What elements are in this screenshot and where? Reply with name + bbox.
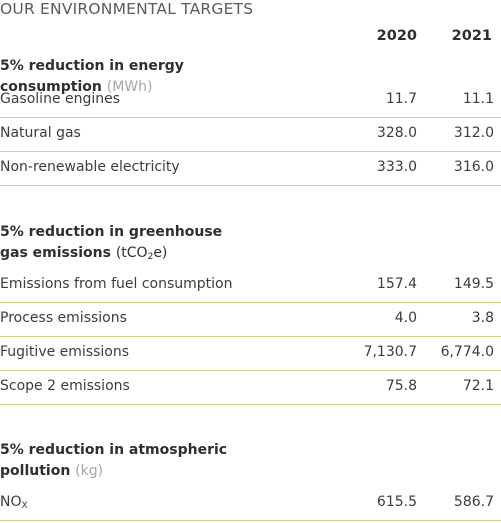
value-2021: 316.0 <box>453 159 494 175</box>
unit-suffix: e) <box>153 245 168 261</box>
section-heading-text: 5% reduction in energy consumption <box>0 58 184 95</box>
section-unit: (tCO2e) <box>115 245 168 262</box>
column-header-2020: 2020 <box>376 28 417 44</box>
value-2021: 72.1 <box>462 378 494 394</box>
column-header-2021: 2021 <box>451 28 492 44</box>
table-row: Non-renewable electricity 333.0 316.0 <box>0 152 501 186</box>
row-label: NOX <box>0 494 28 511</box>
value-2020: 333.0 <box>376 159 417 175</box>
row-label: Non-renewable electricity <box>0 159 180 175</box>
section-heading-energy: 5% reduction in energy consumption (MWh) <box>0 56 260 98</box>
value-2020: 7,130.7 <box>363 344 417 360</box>
value-2020: 157.4 <box>376 276 417 292</box>
table-row: Process emissions 4.0 3.8 <box>0 303 501 337</box>
row-label-text: NO <box>0 494 22 510</box>
value-2020: 75.8 <box>385 378 417 394</box>
row-label-subscript: X <box>21 501 28 511</box>
value-2021: 586.7 <box>453 494 494 510</box>
table-row: Gasoline engines 11.7 11.1 <box>0 84 501 118</box>
value-2021: 6,774.0 <box>440 344 494 360</box>
row-label: Emissions from fuel consumption <box>0 276 233 292</box>
section-heading-text: pollution <box>0 463 71 479</box>
value-2021: 149.5 <box>453 276 494 292</box>
table-row: Emissions from fuel consumption 157.4 14… <box>0 269 501 303</box>
value-2021: 3.8 <box>471 310 494 326</box>
unit-prefix: (tCO <box>115 245 148 261</box>
page-title: OUR ENVIRONMENTAL TARGETS <box>0 0 254 18</box>
section-heading-greenhouse: 5% reduction in greenhouse gas emissions… <box>0 222 260 268</box>
value-2021: 312.0 <box>453 125 494 141</box>
row-label: Fugitive emissions <box>0 344 130 360</box>
value-2021: 11.1 <box>462 91 494 107</box>
row-label: Natural gas <box>0 125 81 141</box>
table-row: Fugitive emissions 7,130.7 6,774.0 <box>0 337 501 371</box>
section-heading-text: gas emissions <box>0 245 111 261</box>
value-2020: 11.7 <box>385 91 417 107</box>
section-unit: (kg) <box>75 463 104 479</box>
value-2020: 615.5 <box>376 494 417 510</box>
section-heading-atmospheric: 5% reduction in atmospheric pollution (k… <box>0 440 260 482</box>
row-label: Gasoline engines <box>0 91 121 107</box>
section-unit: (MWh) <box>106 79 153 95</box>
table-row: Scope 2 emissions 75.8 72.1 <box>0 371 501 405</box>
section-heading-text: 5% reduction in greenhouse <box>0 224 223 240</box>
table-row: NOX 615.5 586.7 <box>0 487 501 521</box>
table-row: Natural gas 328.0 312.0 <box>0 118 501 152</box>
section-heading-text: 5% reduction in atmospheric <box>0 442 228 458</box>
row-label: Scope 2 emissions <box>0 378 130 394</box>
unit-subscript: 2 <box>147 252 154 262</box>
row-label: Process emissions <box>0 310 127 326</box>
value-2020: 4.0 <box>394 310 417 326</box>
value-2020: 328.0 <box>376 125 417 141</box>
